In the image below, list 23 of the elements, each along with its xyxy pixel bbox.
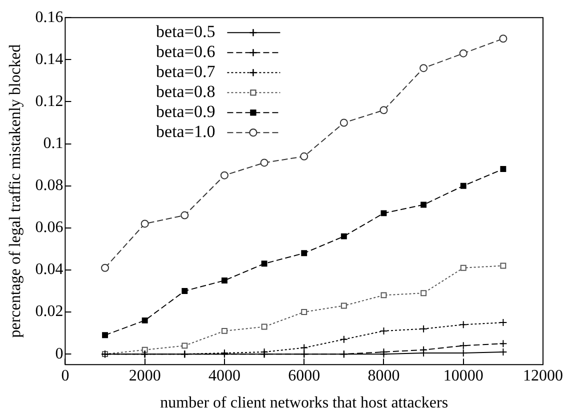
y-tick-label: 0.14: [35, 50, 64, 68]
y-tick-label: 0: [55, 345, 64, 362]
x-tick-label: 12000: [523, 367, 563, 384]
x-tick-label: 8000: [368, 367, 400, 384]
legend-label: beta=0.7: [156, 62, 216, 82]
x-tick-label: 10000: [443, 367, 484, 384]
x-tick-label: 4000: [208, 367, 240, 384]
y-tick-label: 0.16: [35, 8, 64, 26]
legend-label: beta=0.9: [156, 102, 216, 122]
x-tick-label: 2000: [128, 367, 161, 384]
legend-label: beta=0.8: [156, 82, 216, 102]
y-tick-label: 0.06: [35, 219, 64, 236]
y-axis-title: percentage of legal traffic mistakenly blocked: [6, 44, 24, 338]
legend-label: beta=0.5: [156, 22, 216, 42]
x-axis-title: number of client networks that host attackers: [160, 394, 448, 412]
y-tick-label: 0.02: [35, 303, 64, 320]
y-tick-label: 0.1: [43, 134, 64, 152]
legend-label: beta=0.6: [156, 42, 216, 62]
y-tick-label: 0.12: [35, 92, 64, 110]
y-tick-label: 0.04: [35, 261, 64, 278]
x-tick-label: 6000: [288, 367, 320, 384]
legend-label: beta=1.0: [156, 122, 216, 142]
y-tick-label: 0.08: [35, 177, 64, 194]
